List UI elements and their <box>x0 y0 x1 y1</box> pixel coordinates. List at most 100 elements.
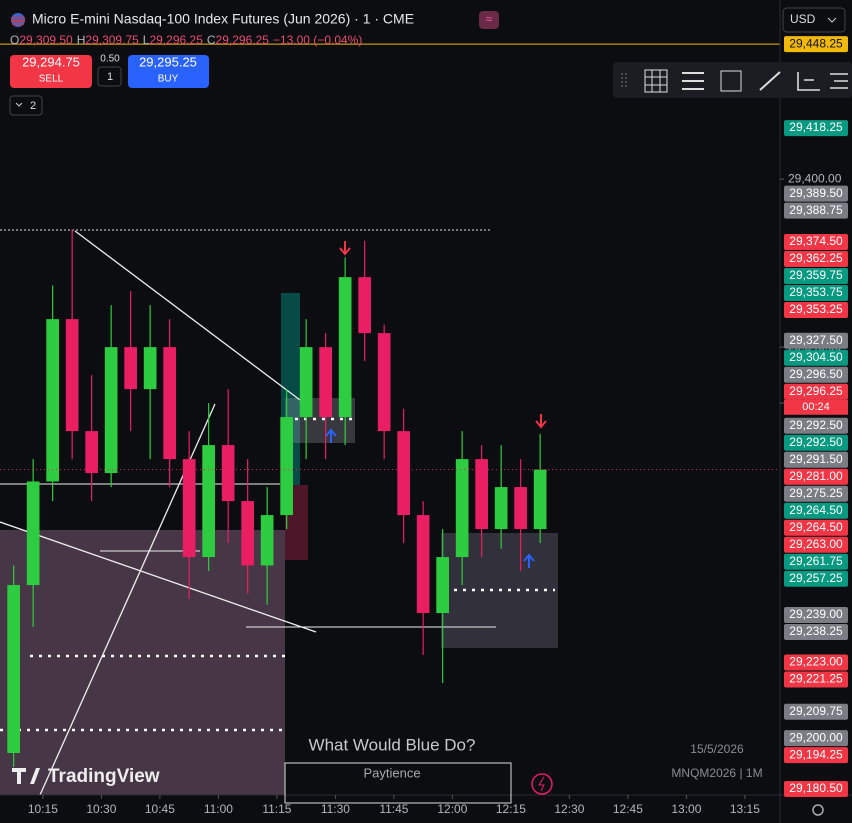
price-label: 29,327.50 <box>789 333 843 347</box>
price-label: 29,292.50 <box>789 418 843 432</box>
spread: 0.50 <box>100 54 120 65</box>
ohlc-key: O <box>10 33 19 47</box>
time-axis: 10:15 10:30 10:45 11:00 11:15 11:30 11:45 12:00… <box>28 795 760 816</box>
price-label: 29,261.75 <box>789 554 843 568</box>
price-label-bg <box>784 349 848 366</box>
price-label-bg <box>784 553 848 570</box>
candle-body <box>280 417 293 516</box>
chevron <box>15 102 23 107</box>
price-label: 29,296.25 <box>789 384 843 398</box>
x-tick-label: 10:30 <box>86 802 116 816</box>
candle-body <box>377 333 391 432</box>
x-tick-label: 11:00 <box>204 802 233 816</box>
price-label-bg <box>784 251 848 268</box>
price-label-bg <box>784 120 848 137</box>
price-label: 29,180.50 <box>789 781 843 795</box>
alert-label-bg <box>784 36 848 53</box>
price-label: 29,374.50 <box>789 234 843 248</box>
price-label-bg <box>784 703 848 720</box>
ohlc-value: 29,296.25 <box>149 33 203 47</box>
currency-select[interactable] <box>782 7 846 33</box>
price-label-bg <box>784 434 848 451</box>
price-label: 29,304.50 <box>789 350 843 364</box>
signal-arrow <box>325 428 337 443</box>
price-label: 29,418.25 <box>789 120 843 134</box>
price-label: 29,257.25 <box>789 571 843 585</box>
price-label-bg <box>784 570 848 587</box>
candle-body <box>65 319 79 432</box>
tool-icon[interactable] <box>830 73 848 89</box>
x-tick-label: 12:15 <box>496 802 526 816</box>
price-label: 29,362.25 <box>789 251 843 265</box>
x-tick-label: 10:45 <box>145 802 175 816</box>
signal-arrow <box>535 414 547 429</box>
candle-body <box>163 347 176 460</box>
candle-body <box>358 277 371 334</box>
ohlc-line: O29,309.50 H29,309.75 L29,296.25 C29,296.25… <box>10 33 362 47</box>
alert-icon[interactable] <box>531 773 553 795</box>
price-label: 29,275.25 <box>789 486 843 500</box>
x-tick-label: 12:45 <box>613 802 643 816</box>
price-label: 29,296.50 <box>789 367 843 381</box>
indicators-toggle[interactable] <box>9 95 43 116</box>
signal-arrow <box>339 241 351 256</box>
candle-body <box>475 459 488 530</box>
price-label: 29,263.00 <box>789 537 843 551</box>
ohlc-key: H <box>77 33 86 47</box>
tv-logo <box>12 768 40 784</box>
settings-icon[interactable] <box>812 804 824 816</box>
sell-button[interactable] <box>10 55 92 88</box>
price-label-bg <box>784 781 848 797</box>
price-label-bg <box>784 485 848 502</box>
price-label: 29,264.50 <box>789 520 843 534</box>
price-label-bg <box>784 202 848 219</box>
x-tick-label: 12:00 <box>437 802 467 816</box>
buy-button[interactable] <box>128 55 209 88</box>
date: 15/5/2026 <box>690 742 744 756</box>
x-tick-label: 10:15 <box>28 802 58 816</box>
candle-body <box>182 459 196 558</box>
tool-icon[interactable] <box>797 72 820 91</box>
candle-body <box>436 557 449 614</box>
countdown: 00:24 <box>802 401 830 413</box>
price-label-bg <box>784 302 848 319</box>
flag-icon <box>11 13 25 27</box>
tool-icon[interactable] <box>759 71 781 91</box>
ohlc-key: C <box>207 33 216 47</box>
alert-label: 29,448.25 <box>789 36 843 50</box>
quantity-box[interactable] <box>97 66 122 87</box>
symbol-title: Micro E-mini Nasdaq-100 Index Futures (J… <box>32 11 414 27</box>
candle-body <box>143 347 157 390</box>
tool-icon[interactable] <box>720 70 742 92</box>
x-tick-label: 11:30 <box>321 802 350 816</box>
candle-body <box>299 347 313 418</box>
price-label-bg <box>784 606 848 623</box>
price-label: 29,353.25 <box>789 302 843 316</box>
price-label-bg <box>784 730 848 747</box>
price-label-bg <box>784 332 848 349</box>
tool-icon[interactable] <box>644 69 668 93</box>
ohlc-change: −13.00 (−0.04%) <box>273 33 362 47</box>
price-label: 29,223.00 <box>789 655 843 669</box>
price-label: 29,200.00 <box>789 730 843 744</box>
buy-price: 29,295.25 <box>139 54 197 69</box>
candle-body <box>533 469 547 530</box>
candle-body <box>202 445 215 558</box>
price-label-bg <box>784 366 848 383</box>
indicator-count: 2 <box>30 100 36 112</box>
x-tick-label: 11:15 <box>262 802 291 816</box>
candle-body <box>397 431 410 516</box>
price-label: 29,194.25 <box>789 747 843 761</box>
caption-box <box>284 762 512 804</box>
buy-label: BUY <box>158 74 179 85</box>
candle-body <box>319 347 332 418</box>
price-label: 29,359.75 <box>789 268 843 282</box>
tool-icon[interactable] <box>682 72 704 90</box>
price-scale: 29,400.0029,340.0029,320.0029,448.2529,4… <box>780 36 848 797</box>
price-label: 29,239.00 <box>789 607 843 621</box>
price-label: 29,238.25 <box>789 624 843 638</box>
candle-body <box>221 445 235 502</box>
market-badge[interactable] <box>479 11 499 29</box>
flag-stripes <box>11 17 25 25</box>
signal-arrow <box>523 553 535 568</box>
